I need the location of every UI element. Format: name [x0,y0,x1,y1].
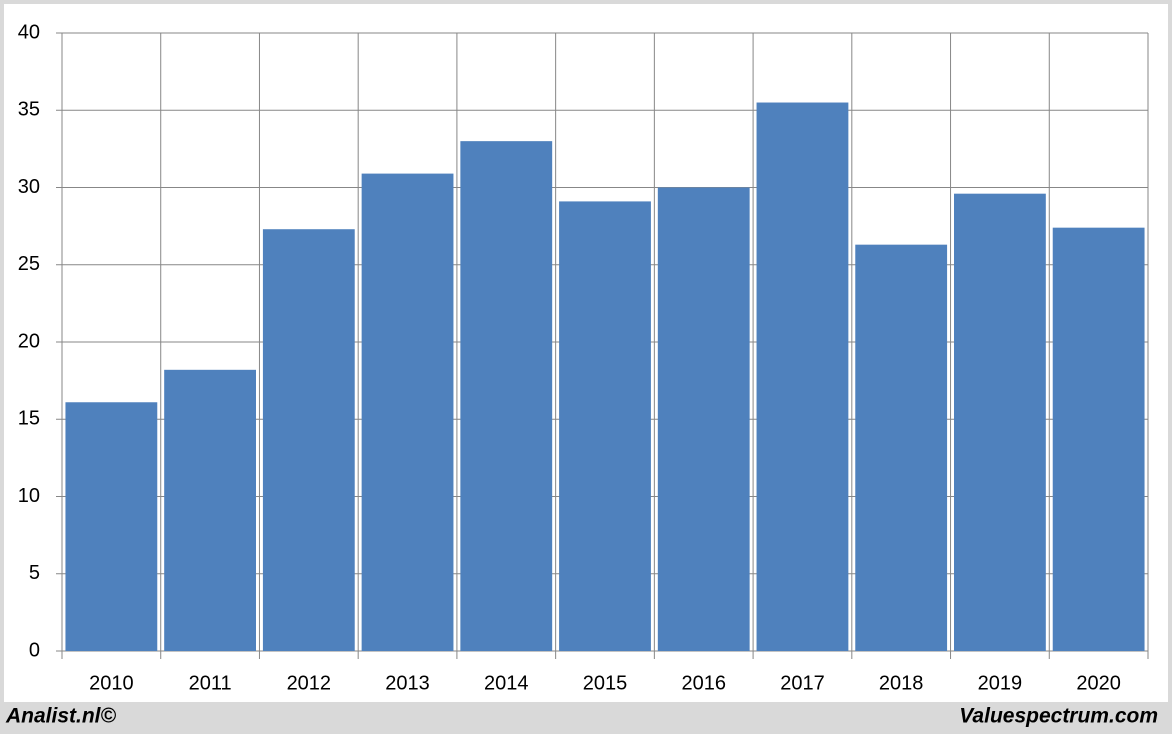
bar [361,173,454,651]
x-tick-label: 2010 [89,672,134,694]
y-tick-label: 0 [29,639,40,661]
y-tick-label: 25 [18,253,40,275]
x-tick-label: 2012 [287,672,332,694]
y-tick-label: 30 [18,176,40,198]
bar [1052,227,1145,652]
y-tick-label: 40 [18,21,40,43]
bar [657,187,750,651]
y-tick-label: 15 [18,408,40,430]
bar [954,193,1046,651]
x-tick-label: 2019 [978,672,1023,694]
x-tick-label: 2011 [189,672,232,694]
bar [559,201,651,651]
x-tick-label: 2013 [385,672,430,694]
bar [262,229,355,651]
x-tick-label: 2015 [583,672,628,694]
y-tick-label: 5 [29,562,40,584]
y-tick-label: 20 [18,330,40,352]
bar [164,369,256,651]
bar [855,244,948,652]
source-left: Analist.nl© [5,705,117,728]
source-right: Valuespectrum.com [959,705,1158,728]
x-tick-label: 2020 [1076,672,1121,694]
x-tick-label: 2016 [681,672,726,694]
bar [756,102,849,651]
x-tick-label: 2018 [879,672,924,694]
bar [460,141,553,651]
y-tick-label: 35 [18,99,40,121]
x-tick-label: 2014 [484,672,529,694]
bar [65,402,158,651]
y-tick-label: 10 [18,485,40,507]
x-tick-label: 2017 [780,672,825,694]
